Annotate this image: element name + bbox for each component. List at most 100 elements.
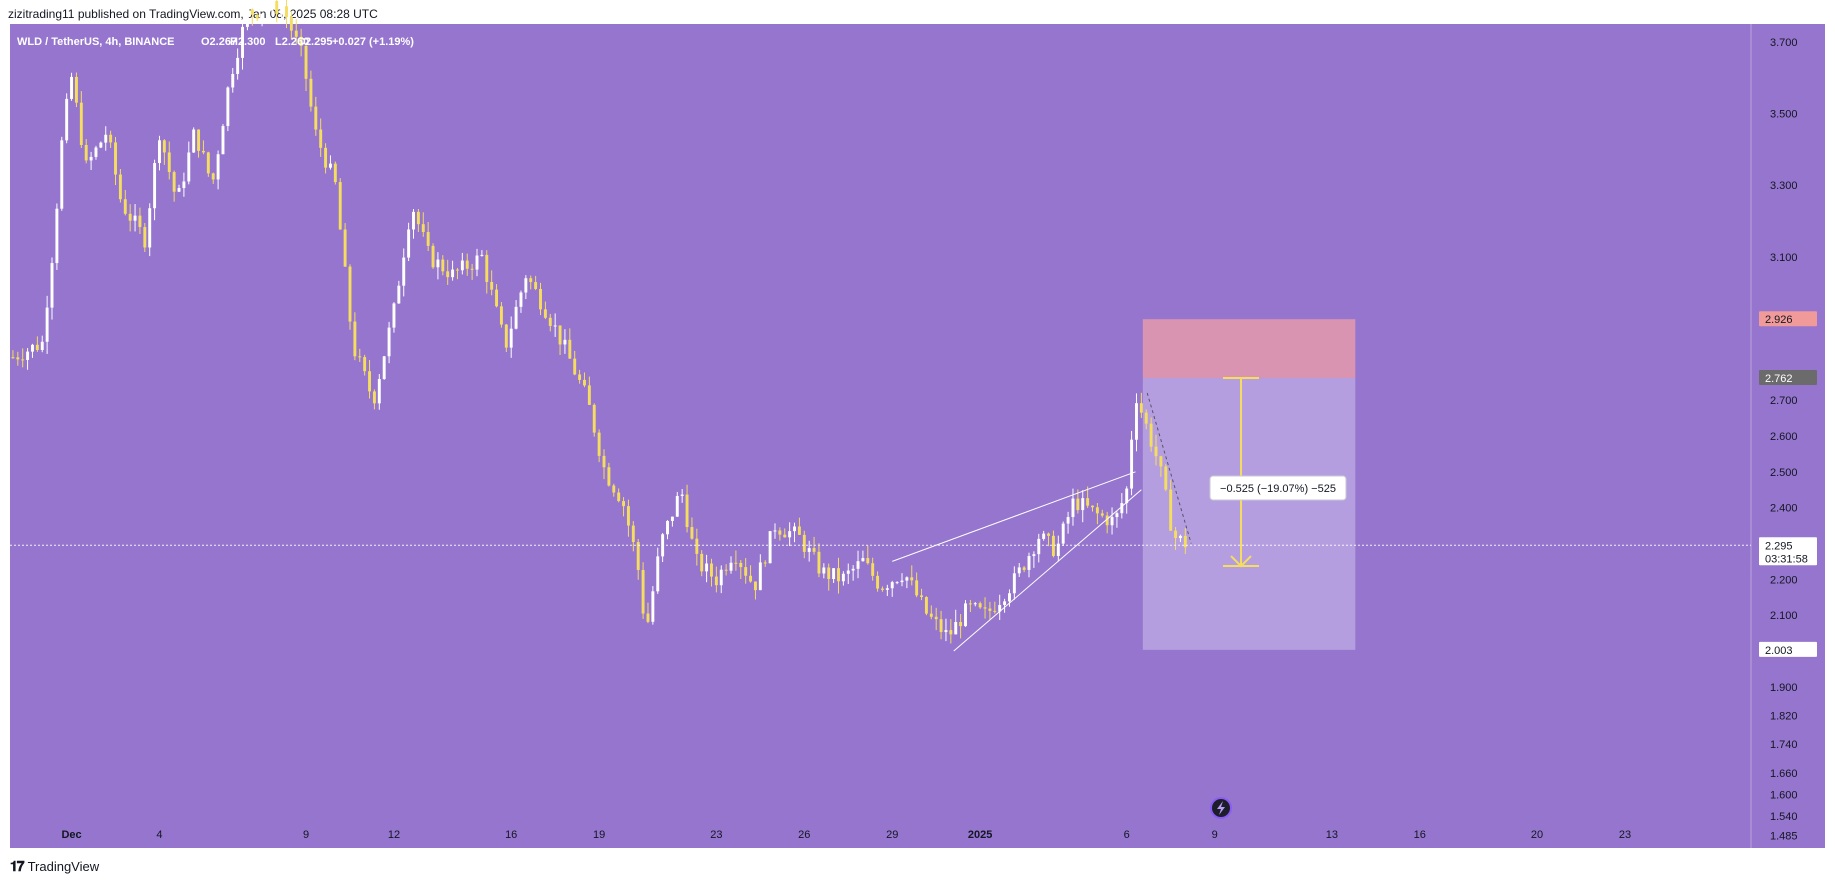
candle-body xyxy=(353,321,357,357)
short-position-zones[interactable] xyxy=(1142,319,1356,650)
candle-body xyxy=(607,467,611,486)
stop-price-label: 2.926 xyxy=(1765,314,1793,326)
candle-body xyxy=(221,126,225,155)
candle-body xyxy=(1066,517,1070,524)
x-tick-label: 2025 xyxy=(968,829,992,841)
candle-body xyxy=(1120,503,1124,514)
candle-body xyxy=(837,568,840,582)
candle-body xyxy=(968,603,972,605)
x-tick-label: 23 xyxy=(710,829,722,841)
candle-body xyxy=(265,10,269,14)
candle-body xyxy=(84,144,88,161)
candle-body xyxy=(924,597,928,614)
candle-body xyxy=(920,595,923,598)
candle-body xyxy=(348,266,352,322)
candle-body xyxy=(294,30,298,37)
candle-body xyxy=(817,551,821,574)
candlestick-series xyxy=(11,0,1187,644)
candle-body xyxy=(441,259,445,272)
candle-body xyxy=(1056,543,1060,556)
candle-body xyxy=(333,163,337,183)
candle-body xyxy=(358,356,362,358)
candle-body xyxy=(65,98,69,141)
candle-body xyxy=(26,351,30,360)
candle-body xyxy=(499,306,503,325)
chart-background xyxy=(10,24,1825,848)
candle-body xyxy=(245,9,249,27)
symbol-pair[interactable]: WLD / TetherUS, 4h, BINANCE xyxy=(17,36,174,48)
candle-body xyxy=(695,538,699,554)
candle-body xyxy=(1081,498,1085,511)
candle-body xyxy=(646,613,650,622)
y-tick-label: 1.820 xyxy=(1770,710,1798,722)
ohlc-low: L2.260 xyxy=(275,36,309,48)
candle-body xyxy=(177,188,181,192)
candle-body xyxy=(460,260,464,271)
candle-body xyxy=(514,306,518,329)
candle-body xyxy=(851,568,855,571)
candle-body xyxy=(402,257,406,286)
y-tick-label: 2.400 xyxy=(1770,503,1798,515)
candle-body xyxy=(1164,466,1168,490)
candle-body xyxy=(670,516,674,521)
candle-body xyxy=(949,630,953,635)
candle-body xyxy=(959,622,963,627)
entry-price-label-bg xyxy=(1759,369,1817,385)
candle-body xyxy=(763,562,767,564)
candle-body xyxy=(490,281,494,290)
candle-body xyxy=(617,492,621,502)
candle-body xyxy=(827,567,831,580)
candle-body xyxy=(455,269,459,271)
x-tick-label: 20 xyxy=(1531,829,1543,841)
current-price-label-countdown: 03:31:58 xyxy=(1765,553,1808,565)
candle-body xyxy=(475,255,479,270)
candle-body xyxy=(783,534,787,538)
candle-body xyxy=(1174,530,1178,539)
candle-body xyxy=(900,580,904,583)
candle-body xyxy=(568,339,572,359)
candle-body xyxy=(675,495,679,517)
trend-drawings[interactable] xyxy=(10,376,1751,652)
candle-body xyxy=(553,325,557,327)
candle-body xyxy=(519,292,523,307)
candle-body xyxy=(211,173,215,180)
candle-body xyxy=(60,140,64,209)
footer-brand[interactable]: TradingView xyxy=(27,859,100,874)
candle-body xyxy=(651,591,655,622)
candle-body xyxy=(1047,533,1051,536)
candle-body xyxy=(1003,601,1007,605)
candle-body xyxy=(226,87,230,127)
candle-body xyxy=(890,582,894,589)
candle-body xyxy=(1154,446,1158,457)
svg-text:−0.525 (−19.07%) −525: −0.525 (−19.07%) −525 xyxy=(1220,483,1336,495)
current-price-label: 2.295 xyxy=(1765,540,1793,552)
candle-body xyxy=(768,531,772,564)
current-price-label-bg xyxy=(1759,537,1817,566)
y-tick-label: 3.100 xyxy=(1770,252,1798,264)
candle-body xyxy=(788,531,792,538)
candle-body xyxy=(1032,554,1036,557)
candle-body xyxy=(714,576,718,586)
candle-body xyxy=(636,542,640,570)
candle-body xyxy=(573,358,577,375)
candle-body xyxy=(363,357,367,372)
candle-body xyxy=(1100,513,1104,516)
wedge-upper-line xyxy=(892,471,1136,562)
candle-body xyxy=(954,622,958,635)
candle-body xyxy=(973,603,977,605)
time-axis[interactable]: Dec 4 9 12 16 19 23 26 29 2025 6 9 13 16 20 23 xyxy=(61,829,1631,841)
price-axis[interactable]: 3.700 3.500 3.300 3.100 2.700 2.600 2.500 2.400… xyxy=(1770,37,1798,843)
candle-body xyxy=(739,562,743,568)
candle-body xyxy=(1022,567,1026,570)
candle-body xyxy=(31,344,34,352)
candle-body xyxy=(275,1,279,15)
candle-body xyxy=(939,619,943,633)
candle-body xyxy=(21,359,25,361)
bolt-icon[interactable] xyxy=(1210,797,1232,819)
candle-body xyxy=(832,568,836,580)
candle-body xyxy=(880,588,884,590)
candle-body xyxy=(758,562,762,591)
x-tick-label: 19 xyxy=(593,829,605,841)
